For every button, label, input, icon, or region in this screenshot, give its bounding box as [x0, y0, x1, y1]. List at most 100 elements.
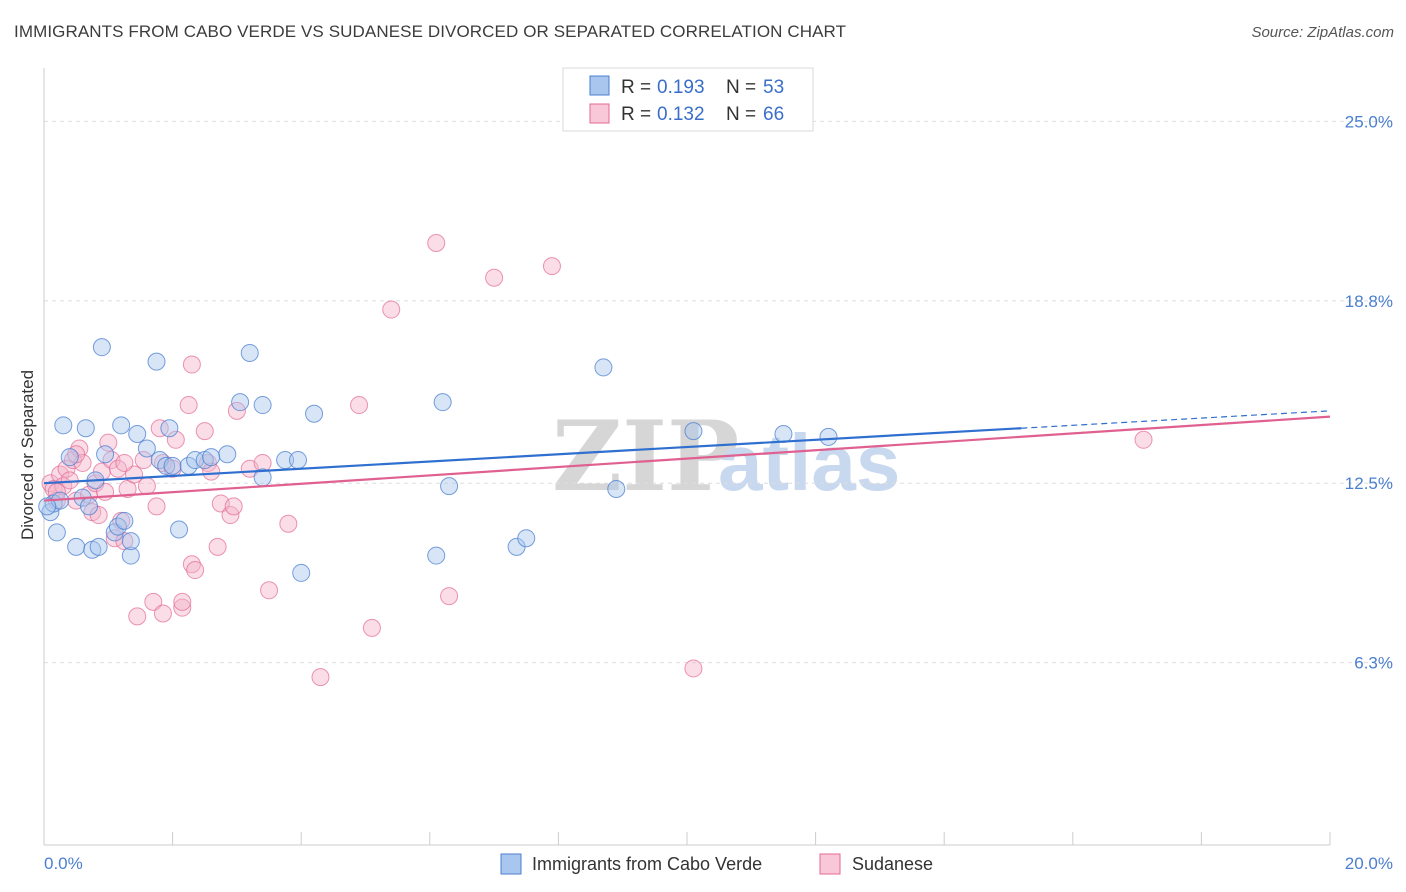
data-point-cabo-verde: [163, 456, 182, 475]
legend-r-value-blue: 0.193: [657, 77, 705, 98]
data-point-cabo-verde: [202, 448, 221, 467]
data-point-sudanese: [485, 268, 504, 287]
data-point-cabo-verde: [112, 416, 131, 435]
data-point-cabo-verde: [147, 352, 166, 371]
data-point-sudanese: [182, 355, 201, 374]
data-point-sudanese: [153, 604, 172, 623]
data-point-cabo-verde: [774, 425, 793, 444]
data-point-cabo-verde: [92, 338, 111, 357]
data-point-sudanese: [362, 618, 381, 637]
data-point-sudanese: [224, 497, 243, 516]
data-point-cabo-verde: [433, 393, 452, 412]
data-point-sudanese: [150, 419, 169, 438]
data-point-cabo-verde: [137, 439, 156, 458]
legend-swatch-blue: [589, 75, 610, 96]
bottom-legend: Immigrants from Cabo Verde Sudanese: [500, 853, 933, 875]
y-tick-label: 25.0%: [1345, 112, 1393, 131]
data-point-cabo-verde: [170, 520, 189, 539]
data-point-sudanese: [173, 592, 192, 611]
legend-r-label-pink: R =: [621, 104, 651, 125]
y-tick-label: 18.8%: [1345, 292, 1393, 311]
data-point-cabo-verde: [231, 393, 250, 412]
x-tick-labels: 0.0% 20.0%: [44, 854, 1393, 873]
x-tick-label-min: 0.0%: [44, 854, 83, 873]
data-point-sudanese: [440, 587, 459, 606]
data-point-sudanese: [166, 430, 185, 449]
data-point-cabo-verde: [517, 529, 536, 548]
y-axis-label: Divorced or Separated: [18, 370, 37, 540]
data-point-sudanese: [179, 396, 198, 415]
data-point-cabo-verde: [54, 416, 73, 435]
data-point-sudanese: [684, 659, 703, 678]
data-point-cabo-verde: [76, 419, 95, 438]
trend-line-sudanese: [43, 415, 1331, 502]
data-point-cabo-verde: [60, 448, 79, 467]
y-tick-label: 12.5%: [1345, 474, 1393, 493]
bottom-legend-label-sudanese: Sudanese: [852, 854, 933, 874]
data-point-cabo-verde: [305, 404, 324, 423]
top-legend: R = 0.193 N = 53 R = 0.132 N = 66: [562, 67, 814, 132]
trend-lines: [43, 410, 1331, 502]
data-point-cabo-verde: [427, 546, 446, 565]
data-point-cabo-verde: [121, 546, 140, 565]
data-point-cabo-verde: [253, 396, 272, 415]
data-point-sudanese: [202, 462, 221, 481]
data-point-cabo-verde: [96, 445, 115, 464]
data-point-cabo-verde: [38, 497, 57, 516]
data-point-cabo-verde: [157, 456, 176, 475]
data-point-sudanese: [128, 607, 147, 626]
data-point-sudanese: [173, 598, 192, 617]
trend-line-cabo-verde-extension: [1021, 410, 1331, 429]
data-point-cabo-verde: [292, 563, 311, 582]
data-point-cabo-verde: [67, 537, 86, 556]
bottom-legend-swatch-pink: [819, 853, 841, 875]
legend-r-value-pink: 0.132: [657, 104, 705, 125]
data-point-cabo-verde: [121, 532, 140, 551]
data-point-cabo-verde: [105, 523, 124, 542]
data-point-cabo-verde: [128, 425, 147, 444]
data-point-sudanese: [311, 668, 330, 687]
data-point-sudanese: [1134, 430, 1153, 449]
data-point-sudanese: [195, 422, 214, 441]
legend-n-label-blue: N =: [726, 77, 756, 98]
legend-n-value-blue: 53: [763, 77, 784, 98]
y-tick-label: 6.3%: [1354, 654, 1393, 673]
data-point-cabo-verde: [218, 445, 237, 464]
data-point-sudanese: [208, 537, 227, 556]
legend-n-value-pink: 66: [763, 104, 784, 125]
data-point-sudanese: [115, 453, 134, 472]
chart-title: IMMIGRANTS FROM CABO VERDE VS SUDANESE D…: [14, 22, 847, 41]
data-point-cabo-verde: [607, 479, 626, 498]
legend-swatch-pink: [589, 103, 610, 124]
data-point-cabo-verde: [80, 497, 99, 516]
x-tick-label-max: 20.0%: [1345, 854, 1393, 873]
data-point-cabo-verde: [819, 427, 838, 446]
data-point-sudanese: [260, 581, 279, 600]
data-point-cabo-verde: [160, 419, 179, 438]
data-point-cabo-verde: [594, 358, 613, 377]
data-point-sudanese: [182, 555, 201, 574]
gridlines: [44, 120, 1392, 664]
data-point-cabo-verde: [47, 523, 66, 542]
data-point-cabo-verde: [240, 343, 259, 362]
data-point-sudanese: [134, 451, 153, 470]
data-point-sudanese: [279, 514, 298, 533]
axes: [43, 68, 1331, 846]
data-point-cabo-verde: [684, 422, 703, 441]
legend-r-label-blue: R =: [621, 77, 651, 98]
bottom-legend-label-cabo-verde: Immigrants from Cabo Verde: [532, 854, 762, 874]
data-point-sudanese: [99, 433, 118, 452]
legend-n-label-pink: N =: [726, 104, 756, 125]
data-point-cabo-verde: [115, 511, 134, 530]
data-point-sudanese: [427, 233, 446, 252]
data-point-sudanese: [382, 300, 401, 319]
data-point-sudanese: [144, 592, 163, 611]
series-sudanese-points: [41, 233, 1153, 687]
data-point-sudanese: [186, 561, 205, 580]
data-point-cabo-verde: [440, 477, 459, 496]
y-tick-labels: 6.3% 12.5% 18.8% 25.0%: [1345, 112, 1393, 672]
data-point-sudanese: [137, 477, 156, 496]
source-credit: Source: ZipAtlas.com: [1251, 24, 1394, 41]
bottom-legend-swatch-blue: [500, 853, 522, 875]
